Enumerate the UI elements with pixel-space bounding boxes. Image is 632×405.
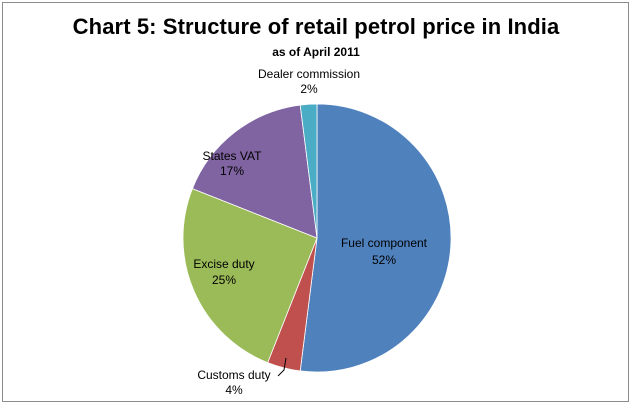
slice-label-customs-duty: Customs duty: [197, 368, 270, 382]
slice-label-states-vat: States VAT: [203, 149, 263, 163]
pie-slice-fuel-component: [299, 103, 452, 373]
pie-slice-states-vat: [191, 104, 318, 239]
slice-percent-states-vat: 17%: [220, 164, 244, 178]
slice-label-excise-duty: Excise duty: [193, 257, 254, 271]
slice-percent-customs-duty: 4%: [225, 383, 243, 397]
chart-title: Chart 5: Structure of retail petrol pric…: [72, 14, 560, 39]
slice-percent-dealer-commission: 2%: [300, 82, 318, 96]
customs-duty-leader-line: [277, 357, 287, 377]
slice-label-fuel-component: Fuel component: [341, 236, 428, 250]
chart-subtitle: as of April 2011: [272, 45, 360, 59]
slice-label-dealer-commission: Dealer commission: [258, 67, 360, 81]
pie-slice-dealer-commission: [299, 103, 318, 239]
slice-percent-excise-duty: 25%: [212, 273, 236, 287]
pie-slice-excise-duty: [182, 188, 318, 364]
slice-percent-fuel-component: 52%: [372, 253, 396, 267]
